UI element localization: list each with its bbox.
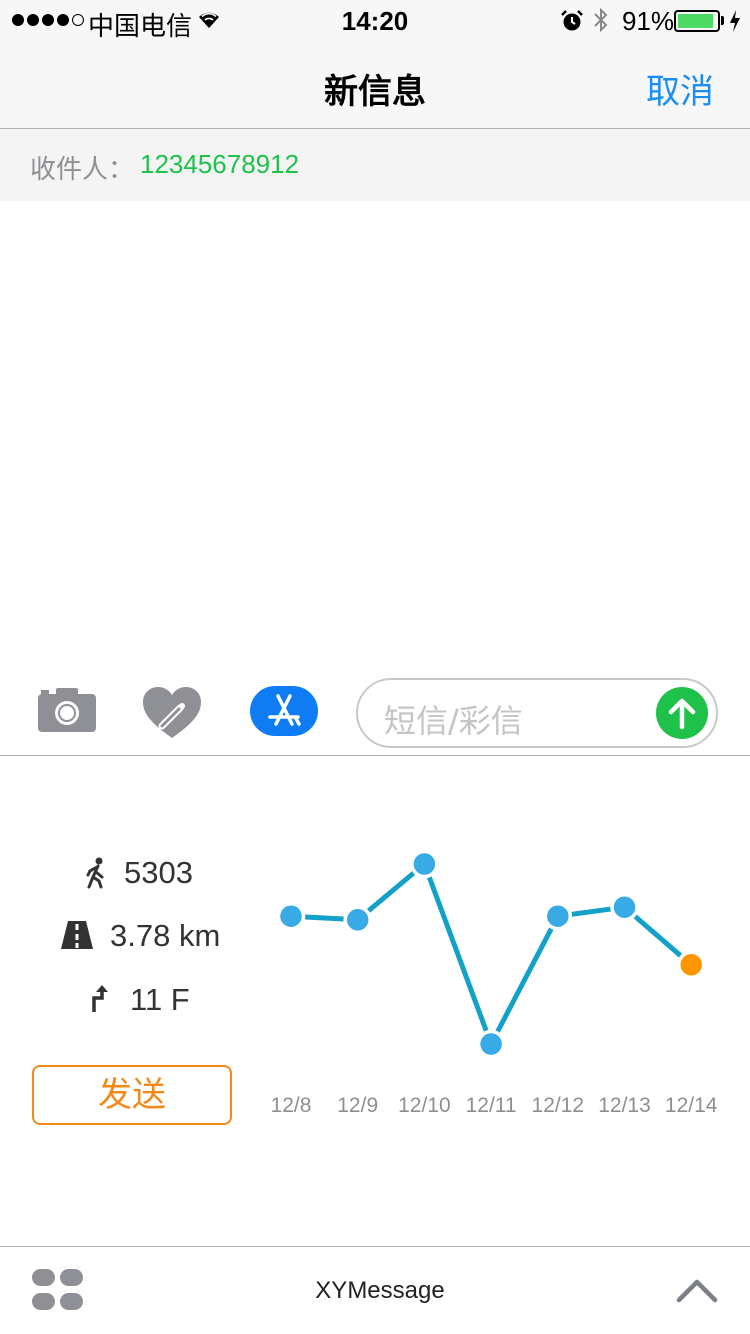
digital-touch-heart-icon[interactable] — [142, 686, 202, 740]
camera-icon[interactable] — [38, 686, 96, 732]
distance-value: 3.78 km — [110, 918, 221, 953]
data-point[interactable] — [476, 1029, 506, 1059]
send-button[interactable]: 发送 — [32, 1065, 232, 1125]
battery-fill — [678, 14, 713, 28]
x-tick-label: 12/12 — [532, 1094, 585, 1117]
battery-icon — [674, 10, 720, 32]
data-point[interactable] — [410, 849, 439, 879]
walking-icon — [86, 857, 104, 889]
x-tick-label: 12/8 — [271, 1094, 312, 1117]
x-tick-label: 12/13 — [598, 1094, 651, 1117]
data-point[interactable] — [543, 901, 573, 931]
recipient-label: 收件人： — [30, 155, 135, 185]
data-point[interactable] — [343, 905, 372, 935]
alarm-icon — [561, 10, 583, 31]
floors-value: 11 F — [130, 982, 190, 1017]
data-point[interactable] — [676, 950, 706, 980]
clock: 14:20 — [341, 6, 409, 36]
recipient-row[interactable]: 收件人： 12345678912 — [0, 129, 750, 201]
x-tick-label: 12/14 — [665, 1094, 718, 1117]
x-tick-label: 12/11 — [466, 1094, 517, 1117]
app-store-button[interactable] — [250, 686, 318, 736]
input-toolbar: 短信/彩信 — [0, 670, 750, 756]
data-point[interactable] — [276, 901, 306, 931]
recipient-number[interactable]: 12345678912 — [140, 149, 300, 179]
page-title: 新信息 — [324, 72, 426, 112]
message-input[interactable]: 短信/彩信 — [356, 678, 718, 748]
bluetooth-icon — [594, 7, 608, 33]
x-tick-label: 12/9 — [337, 1094, 378, 1117]
x-tick-label: 12/10 — [398, 1094, 451, 1117]
data-point[interactable] — [610, 892, 639, 922]
app-store-icon — [268, 694, 301, 726]
apps-grid-icon[interactable] — [32, 1269, 84, 1313]
chevron-up-icon[interactable] — [676, 1277, 718, 1303]
battery-tip — [721, 16, 724, 25]
battery-percent: 91% — [622, 6, 675, 36]
stairs-icon — [92, 985, 108, 1012]
road-icon — [61, 921, 93, 949]
wifi-icon — [199, 12, 219, 28]
send-arrow-button[interactable] — [656, 687, 708, 739]
message-placeholder: 短信/彩信 — [384, 702, 523, 740]
series-line — [290, 861, 693, 1047]
cancel-button[interactable]: 取消 — [646, 72, 714, 112]
message-area — [0, 201, 750, 670]
steps-value: 5303 — [124, 855, 193, 890]
bottom-app-title: XYMessage — [315, 1277, 445, 1304]
charging-bolt-icon — [730, 10, 740, 32]
status-bar: 中国电信 14:20 91% — [0, 0, 750, 42]
nav-bar: 新信息 取消 — [0, 40, 750, 129]
signal-dots-icon — [12, 14, 84, 26]
carrier-label: 中国电信 — [88, 12, 193, 42]
send-arrow-icon — [668, 698, 696, 730]
bottom-bar: XYMessage — [0, 1246, 750, 1334]
steps-line-chart: 12/8 12/9 12/10 12/11 12/12 12/13 12/14 — [271, 849, 718, 1117]
